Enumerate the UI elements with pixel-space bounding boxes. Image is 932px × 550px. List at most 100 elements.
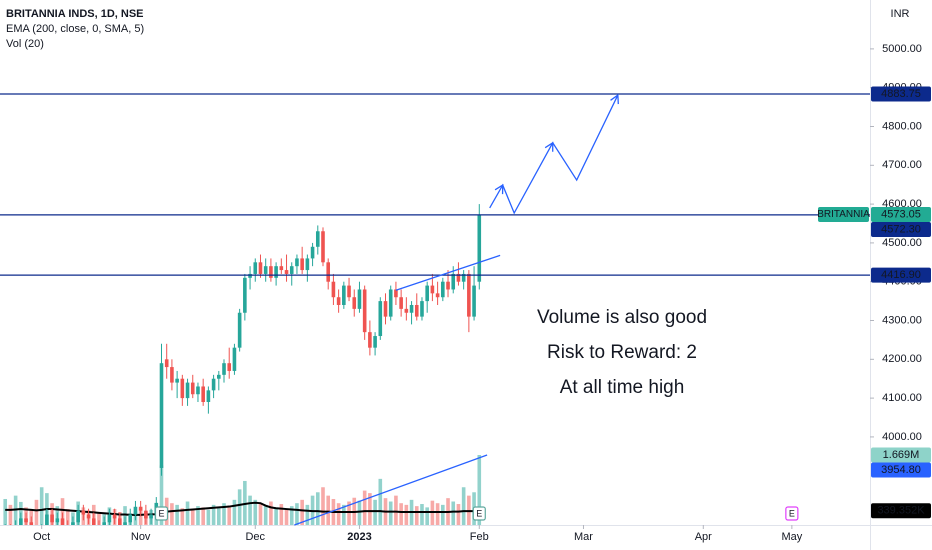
x-tick-label: Nov (131, 531, 151, 543)
candle-body (435, 293, 440, 298)
candle-body (430, 285, 435, 294)
event-label: E (158, 508, 164, 518)
volume-bar (206, 509, 211, 525)
candle-body (211, 378, 216, 391)
volume-bar (65, 509, 70, 525)
candle-body (50, 514, 54, 523)
annotation: Volume is also good (537, 307, 707, 328)
candle-body (310, 246, 315, 259)
volume-bar (123, 506, 127, 525)
candle-body (321, 231, 325, 263)
candle-body (368, 332, 372, 348)
candle-body (133, 506, 138, 515)
candle-body (394, 289, 398, 298)
arrow-head (610, 93, 619, 105)
price-tag (871, 462, 931, 478)
candle-body (274, 266, 278, 278)
candle-body (45, 514, 49, 525)
volume-bar (201, 507, 205, 525)
y-tick-label: 4800.00 (882, 120, 922, 132)
candle-body (170, 367, 174, 383)
price-tag-label: 339.352K (877, 505, 925, 517)
candle-body (201, 386, 205, 402)
volume-bar (243, 480, 247, 525)
candle-body (461, 273, 466, 282)
candle-body (55, 518, 60, 523)
indicator-label: EMA (200, close, 0, SMA, 5) (6, 23, 144, 35)
volume-bar (362, 490, 367, 525)
candle-body (112, 514, 117, 519)
candle-body (414, 304, 419, 317)
volume-bar (378, 478, 383, 525)
volume-bar (315, 492, 320, 525)
candle-body (399, 297, 403, 309)
price-tag (871, 222, 931, 238)
volume-bar (138, 508, 143, 525)
event-badge (785, 506, 799, 521)
candle-body (383, 301, 388, 317)
candle-body (180, 378, 185, 399)
volume-bar (60, 498, 65, 525)
volume-trend-line (294, 454, 488, 526)
volume-bar (289, 506, 294, 525)
price-tag (871, 503, 931, 519)
candle-body (71, 522, 75, 525)
candle-body (60, 518, 65, 525)
volume-bar (357, 500, 362, 525)
annotation: At all time high (560, 377, 685, 398)
volume-bar (248, 495, 252, 525)
volume-bar (39, 487, 44, 525)
candle-body (467, 273, 471, 317)
volume-bar (253, 499, 258, 525)
x-tick-label: May (781, 531, 802, 543)
volume-bar (404, 504, 409, 525)
candle-body (357, 289, 362, 309)
volume-bar (284, 509, 289, 525)
candle-body (175, 378, 179, 383)
volume-bar (185, 501, 190, 525)
candle-body (232, 347, 237, 371)
volume-bar (227, 505, 232, 525)
candle-body (128, 514, 133, 523)
volume-bar (441, 504, 445, 525)
volume-bar (217, 508, 221, 525)
x-tick-label: 2023 (347, 531, 371, 543)
volume-bar (211, 504, 216, 525)
candle-body (300, 258, 304, 271)
candle-body (477, 214, 482, 282)
x-tick-label: Dec (245, 531, 265, 543)
candle-body (243, 277, 247, 313)
candle-body (441, 281, 445, 298)
candle-body (24, 518, 28, 523)
candle-body (305, 258, 310, 271)
y-tick-label: 4500.00 (882, 237, 922, 249)
candle-body (19, 518, 23, 525)
axes: 5000.004900.004800.004700.004600.004500.… (33, 43, 922, 543)
y-tick-label: 4700.00 (882, 159, 922, 171)
y-tick-label: 4100.00 (882, 392, 922, 404)
candle-body (336, 297, 341, 305)
volume-bar (175, 504, 179, 525)
volume-bar (295, 503, 299, 525)
price-tag-label: 1.669M (883, 449, 920, 461)
candle-body (76, 510, 80, 523)
y-tick-label: 4000.00 (882, 431, 922, 443)
price-tag-label: 4416.90 (881, 269, 921, 281)
volume-bar (8, 504, 13, 525)
candle-body (388, 289, 393, 317)
candle-body (227, 363, 232, 371)
candle-body (295, 258, 299, 267)
candle-body (118, 518, 122, 525)
candle-body (352, 297, 357, 309)
candle-body (29, 522, 34, 525)
event-badge (154, 506, 169, 521)
volume-bar (222, 503, 226, 525)
candle-body (425, 285, 429, 302)
volume-bar (196, 506, 200, 525)
volume-bar (321, 487, 325, 525)
currency-label: INR (891, 8, 910, 20)
candle-body (315, 231, 320, 247)
price-tag (871, 86, 931, 102)
volume-bar (399, 503, 403, 525)
